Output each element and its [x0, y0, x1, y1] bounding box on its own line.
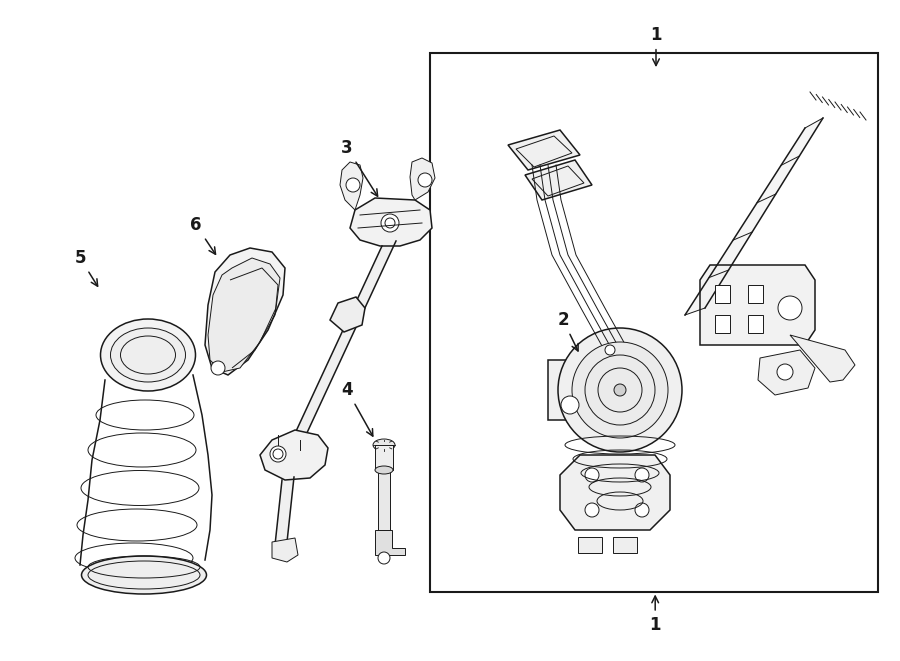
Polygon shape	[375, 445, 393, 470]
Circle shape	[418, 173, 432, 187]
Polygon shape	[260, 430, 328, 480]
Polygon shape	[350, 198, 432, 246]
Circle shape	[614, 384, 626, 396]
Circle shape	[778, 296, 802, 320]
Text: 2: 2	[557, 311, 578, 351]
Circle shape	[561, 396, 579, 414]
Polygon shape	[790, 335, 855, 382]
Polygon shape	[205, 248, 285, 375]
Polygon shape	[275, 477, 294, 545]
Circle shape	[211, 361, 225, 375]
Polygon shape	[375, 530, 405, 555]
Polygon shape	[548, 360, 593, 420]
Bar	[430, 53, 878, 592]
Circle shape	[270, 446, 286, 462]
Text: 1: 1	[650, 596, 661, 634]
Circle shape	[585, 468, 599, 482]
Text: 3: 3	[341, 139, 378, 196]
Polygon shape	[685, 118, 823, 315]
Polygon shape	[340, 162, 363, 210]
Ellipse shape	[375, 466, 393, 474]
Ellipse shape	[373, 439, 395, 451]
Circle shape	[558, 328, 682, 452]
Polygon shape	[700, 265, 815, 345]
Text: 5: 5	[74, 249, 97, 286]
Circle shape	[273, 449, 283, 459]
Polygon shape	[758, 350, 815, 395]
Polygon shape	[410, 158, 435, 200]
Polygon shape	[525, 160, 592, 200]
Ellipse shape	[82, 556, 206, 594]
Circle shape	[777, 364, 793, 380]
Bar	[578, 537, 602, 553]
Polygon shape	[715, 315, 730, 333]
Circle shape	[635, 468, 649, 482]
Polygon shape	[285, 241, 396, 455]
Polygon shape	[508, 130, 580, 170]
Polygon shape	[748, 285, 763, 303]
Circle shape	[381, 214, 399, 232]
Ellipse shape	[101, 319, 195, 391]
Polygon shape	[208, 258, 280, 372]
Text: 6: 6	[190, 216, 215, 254]
Circle shape	[572, 342, 668, 438]
Circle shape	[346, 178, 360, 192]
Circle shape	[585, 503, 599, 517]
Bar	[613, 537, 637, 553]
Circle shape	[385, 218, 395, 228]
Circle shape	[605, 345, 615, 355]
Text: 1: 1	[650, 26, 662, 65]
Polygon shape	[272, 538, 298, 562]
Polygon shape	[748, 315, 763, 333]
Polygon shape	[560, 455, 670, 530]
Circle shape	[378, 552, 390, 564]
Circle shape	[635, 503, 649, 517]
Ellipse shape	[111, 328, 185, 382]
Polygon shape	[330, 297, 365, 332]
Text: 4: 4	[341, 381, 373, 436]
Polygon shape	[715, 285, 730, 303]
Polygon shape	[378, 470, 390, 530]
